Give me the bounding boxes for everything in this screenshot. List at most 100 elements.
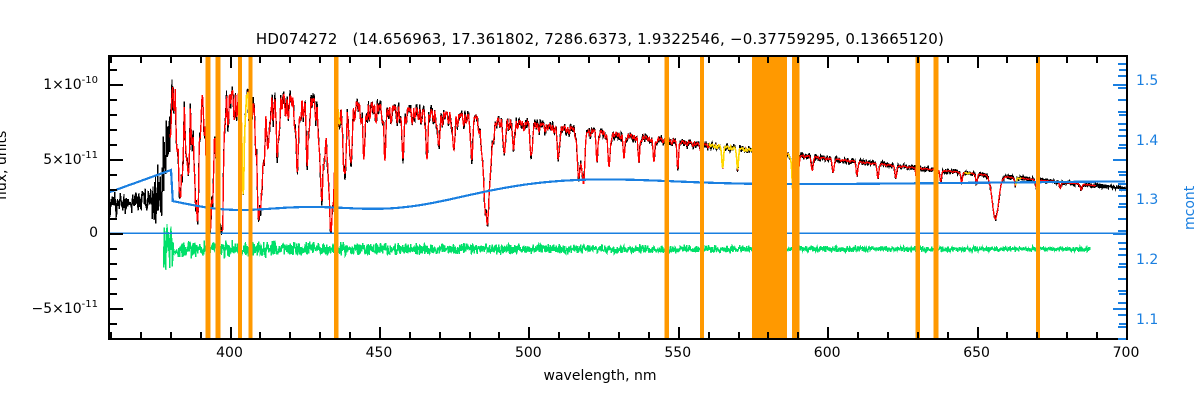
- axis-tick: [976, 57, 979, 68]
- right-y-axis-title: mcont: [1182, 185, 1198, 230]
- axis-tick: [110, 128, 117, 131]
- axis-tick: [1119, 203, 1126, 206]
- axis-tick: [1126, 327, 1128, 338]
- axis-tick: [1119, 293, 1126, 296]
- y-axis-tick-label: 1×10-10: [43, 75, 98, 93]
- axis-tick: [1118, 158, 1126, 161]
- axis-tick: [618, 332, 620, 338]
- axis-tick: [528, 327, 531, 338]
- axis-tick: [1006, 57, 1009, 63]
- axis-tick: [110, 143, 117, 146]
- axis-tick: [139, 57, 142, 63]
- axis-tick: [857, 332, 860, 338]
- axis-tick: [916, 57, 919, 63]
- x-axis-tick-label: 450: [365, 345, 393, 361]
- y-axis-tick-label: 5×10-11: [43, 149, 98, 168]
- axis-tick: [797, 57, 800, 63]
- axis-tick: [1118, 98, 1126, 101]
- axis-tick: [1118, 170, 1126, 173]
- axis-tick: [110, 323, 117, 326]
- axis-tick: [827, 57, 830, 68]
- axis-tick: [110, 233, 123, 236]
- axis-tick: [289, 332, 292, 338]
- axis-tick: [1113, 83, 1126, 86]
- axis-tick: [110, 57, 112, 63]
- chart-title: HD074272 (14.656963, 17.361802, 7286.637…: [255, 30, 945, 48]
- axis-tick: [110, 158, 123, 161]
- axis-tick: [588, 332, 591, 338]
- x-axis-title: wavelength, nm: [543, 368, 657, 384]
- axis-tick: [1096, 332, 1099, 338]
- axis-tick: [110, 188, 117, 191]
- x-axis-tick-label: 400: [216, 345, 243, 361]
- excluded-band: [664, 57, 669, 338]
- axis-tick: [408, 57, 411, 63]
- excluded-band: [238, 57, 243, 338]
- excluded-band: [791, 57, 800, 338]
- axis-tick: [110, 113, 117, 116]
- axis-tick: [1119, 263, 1126, 266]
- masked-model-segment: [708, 141, 754, 170]
- axis-tick: [1119, 113, 1126, 116]
- x-axis-tick-label: 650: [963, 345, 990, 361]
- axis-tick: [767, 332, 770, 338]
- y-axis-title: flux, units: [0, 130, 10, 200]
- axis-tick: [737, 57, 740, 63]
- axis-tick: [1118, 278, 1126, 281]
- axis-tick: [1118, 218, 1126, 221]
- axis-tick: [169, 57, 172, 63]
- axis-tick: [528, 57, 531, 68]
- axis-tick: [438, 57, 441, 63]
- axis-tick: [110, 263, 117, 266]
- axis-tick: [946, 57, 949, 63]
- axis-tick: [1119, 128, 1126, 131]
- axis-tick: [110, 338, 117, 340]
- axis-tick: [1118, 242, 1126, 245]
- axis-tick: [110, 308, 123, 311]
- excluded-band-overlay: [205, 57, 1040, 338]
- axis-tick: [886, 332, 889, 338]
- axis-tick: [886, 57, 889, 63]
- excluded-band: [215, 57, 221, 338]
- axis-tick: [110, 278, 117, 281]
- right-y-axis-tick-label: 1.4: [1136, 132, 1159, 149]
- axis-tick: [1118, 146, 1126, 149]
- axis-tick: [498, 332, 501, 338]
- axis-tick: [1066, 57, 1069, 63]
- axis-tick: [827, 327, 830, 338]
- axis-tick: [707, 332, 710, 338]
- axis-tick: [1118, 182, 1126, 185]
- axis-tick: [229, 327, 232, 338]
- axis-tick: [229, 57, 232, 68]
- excluded-band: [248, 57, 253, 338]
- axis-tick: [319, 57, 322, 63]
- axis-tick: [110, 173, 117, 176]
- axis-tick: [1118, 110, 1126, 113]
- axis-tick: [289, 57, 292, 63]
- axis-tick: [110, 293, 117, 296]
- observed-spectrum-curve: [110, 79, 1126, 238]
- axis-tick: [1118, 74, 1126, 77]
- excluded-band: [751, 57, 788, 338]
- axis-tick: [618, 57, 620, 63]
- excluded-band: [915, 57, 920, 338]
- axis-tick: [1118, 254, 1126, 257]
- plot-canvas: [110, 57, 1126, 338]
- right-y-axis-tick-label: 1.1: [1136, 312, 1159, 329]
- axis-tick: [1119, 143, 1126, 146]
- axis-tick: [857, 57, 860, 63]
- axis-tick: [767, 57, 770, 63]
- axis-tick: [110, 248, 117, 251]
- excluded-band: [1035, 57, 1040, 338]
- axis-tick: [259, 332, 262, 338]
- axis-tick: [1118, 206, 1126, 209]
- axis-tick: [1119, 188, 1126, 191]
- axis-tick: [169, 332, 172, 338]
- excluded-band: [933, 57, 939, 338]
- excluded-band: [700, 57, 705, 338]
- x-axis-tick-label: 500: [514, 345, 542, 361]
- plot-area: [108, 55, 1128, 340]
- axis-tick: [797, 332, 800, 338]
- axis-tick: [1119, 68, 1126, 71]
